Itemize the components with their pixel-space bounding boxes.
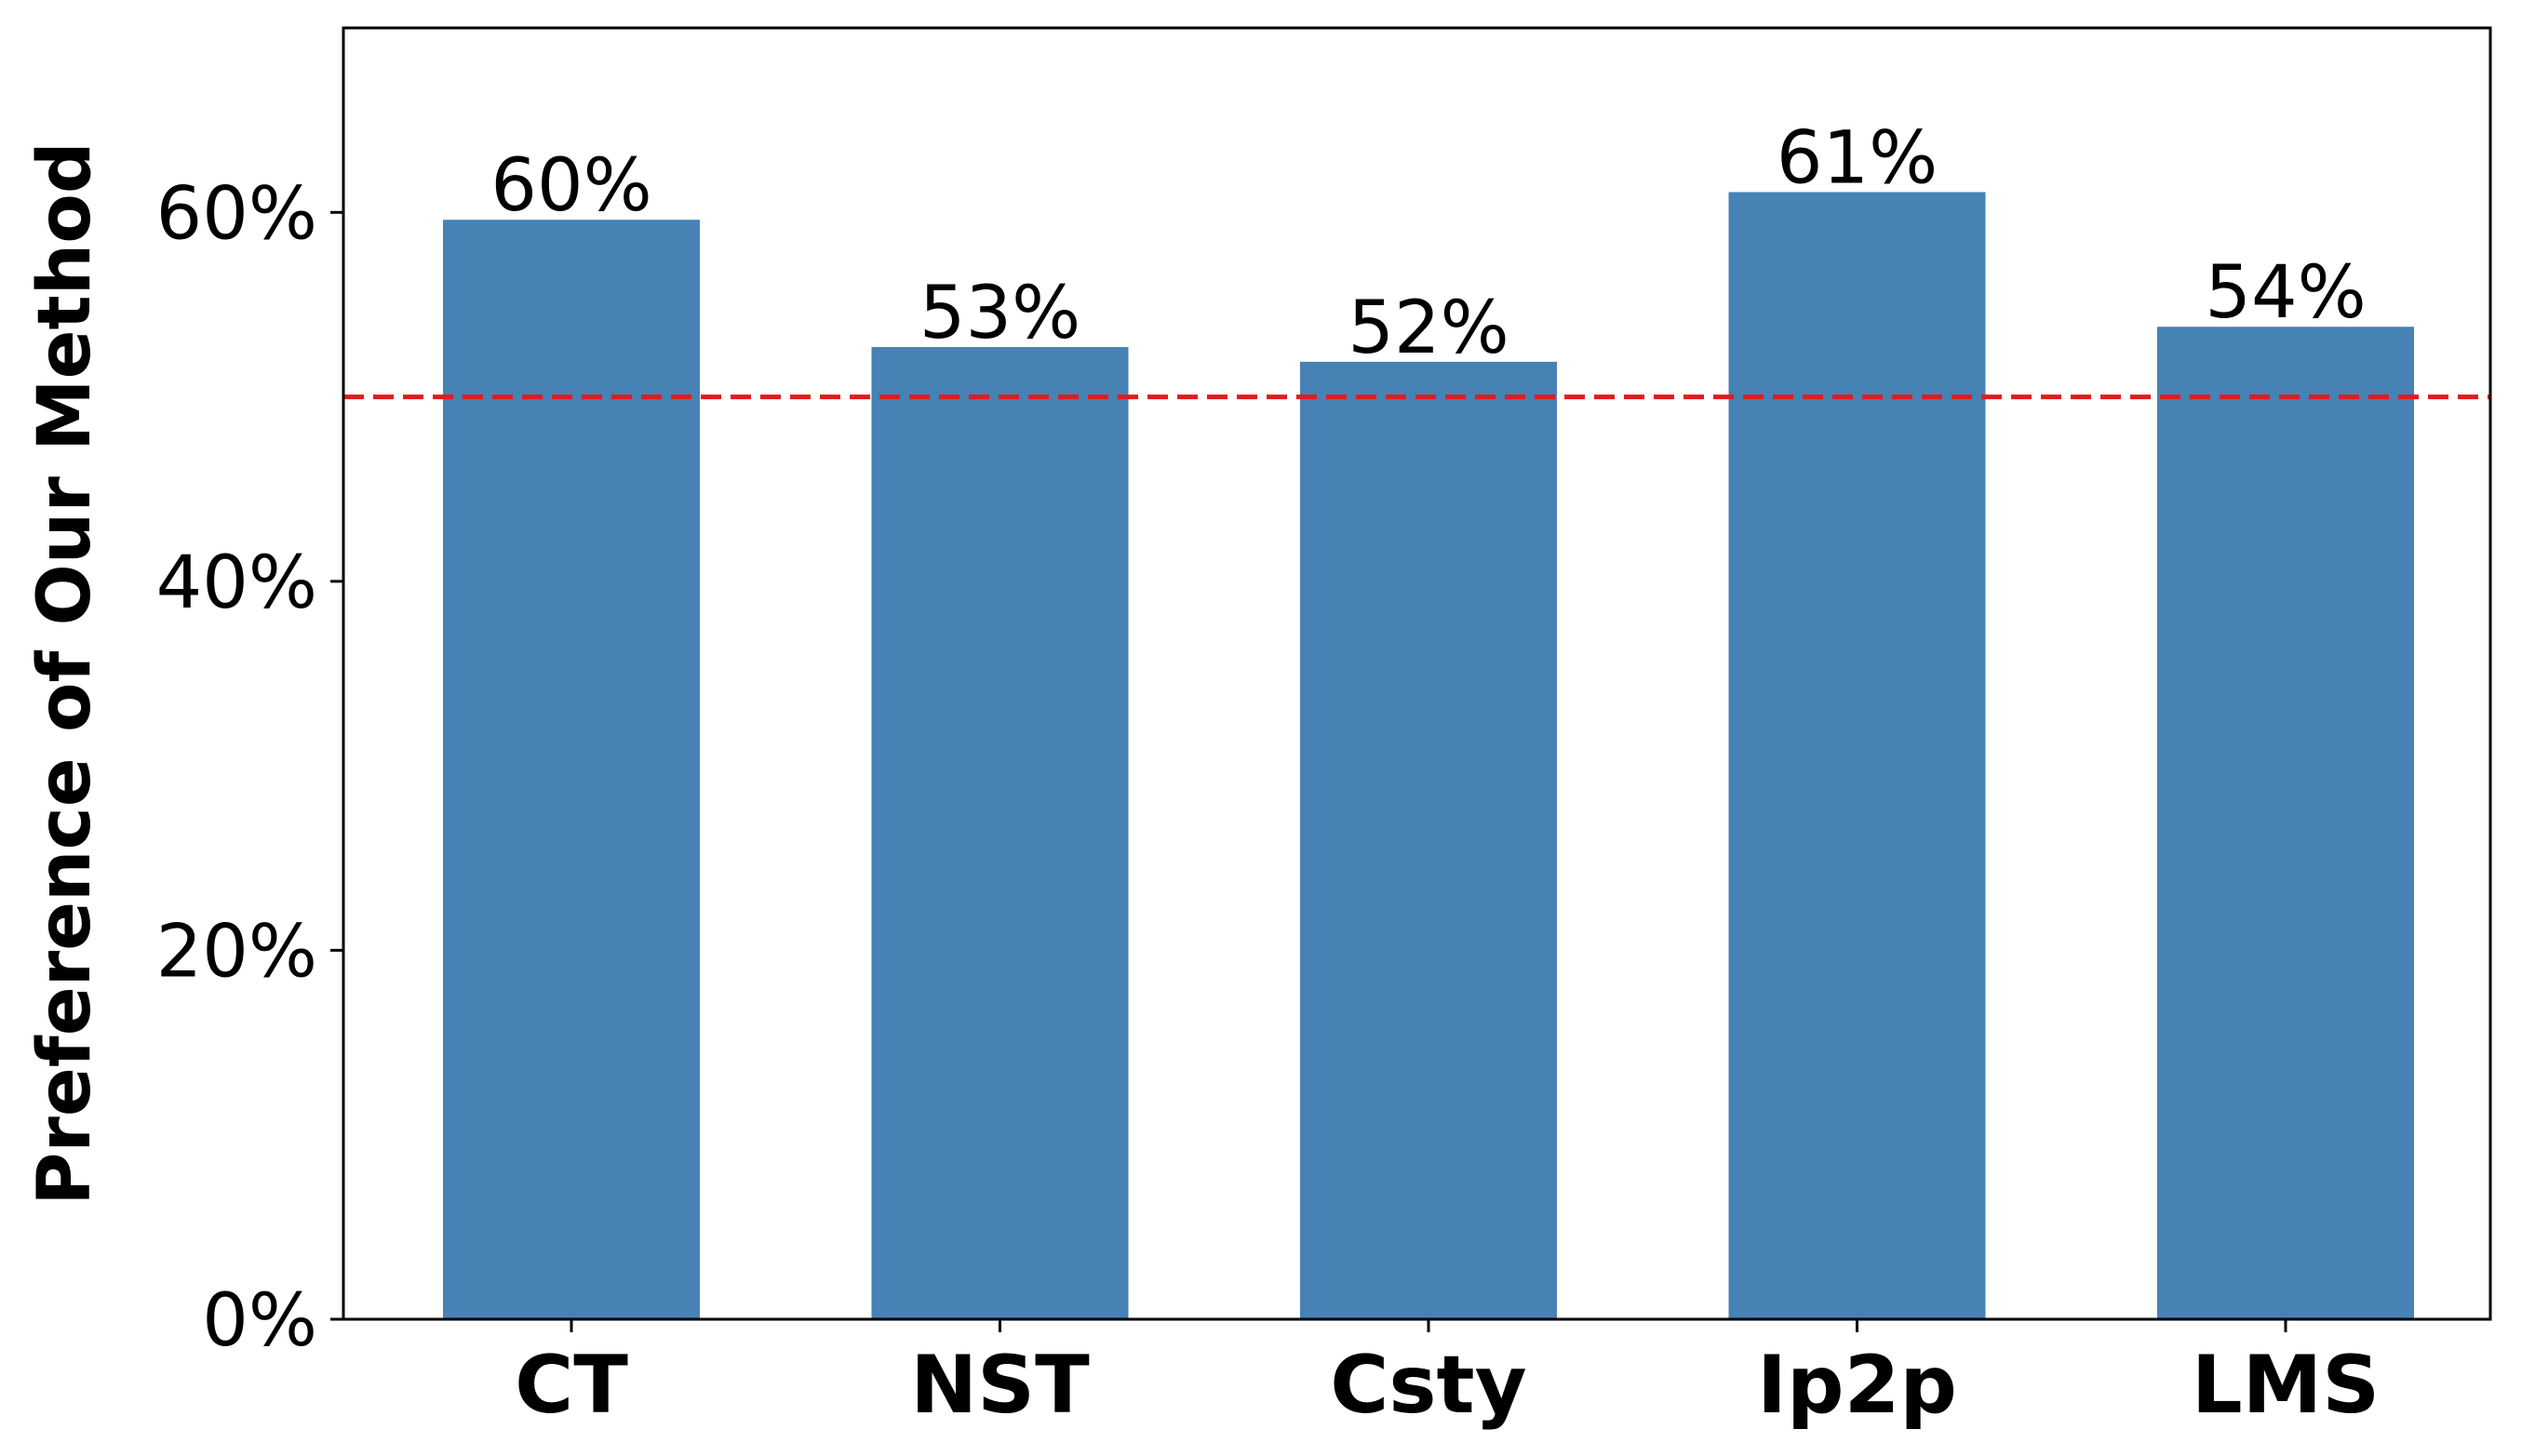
- y-axis-ticks: 0% 20% 40% 60%: [156, 172, 343, 1363]
- bar-nst: [871, 347, 1129, 1319]
- y-tick-label: 60%: [156, 172, 317, 256]
- bar-value-label: 60%: [490, 144, 651, 228]
- x-tick-label: Ip2p: [1757, 1339, 1957, 1432]
- y-tick-label: 0%: [202, 1279, 317, 1363]
- x-axis-ticks: CT NST Csty Ip2p LMS: [515, 1319, 2380, 1432]
- bar-lms: [2157, 327, 2414, 1319]
- bar-value-label: 53%: [919, 272, 1080, 355]
- x-tick-label: LMS: [2192, 1339, 2380, 1432]
- bar-value-labels: 60% 53% 52% 61% 54%: [490, 116, 2366, 369]
- y-tick-label: 20%: [156, 910, 317, 994]
- x-tick-label: CT: [515, 1339, 628, 1432]
- bar-ip2p: [1728, 192, 1986, 1320]
- bar-value-label: 52%: [1348, 287, 1509, 370]
- bars-layer: [443, 192, 2414, 1320]
- y-axis-title: Preference of Our Method: [23, 141, 107, 1205]
- bar-value-label: 61%: [1777, 116, 1938, 200]
- y-tick-label: 40%: [156, 541, 317, 625]
- bar-ct: [443, 220, 700, 1319]
- bar-value-label: 54%: [2205, 251, 2366, 335]
- plot-area-frame: [342, 26, 2492, 1321]
- x-tick-label: Csty: [1330, 1339, 1526, 1432]
- x-tick-label: NST: [910, 1339, 1090, 1432]
- bar-csty: [1300, 361, 1557, 1319]
